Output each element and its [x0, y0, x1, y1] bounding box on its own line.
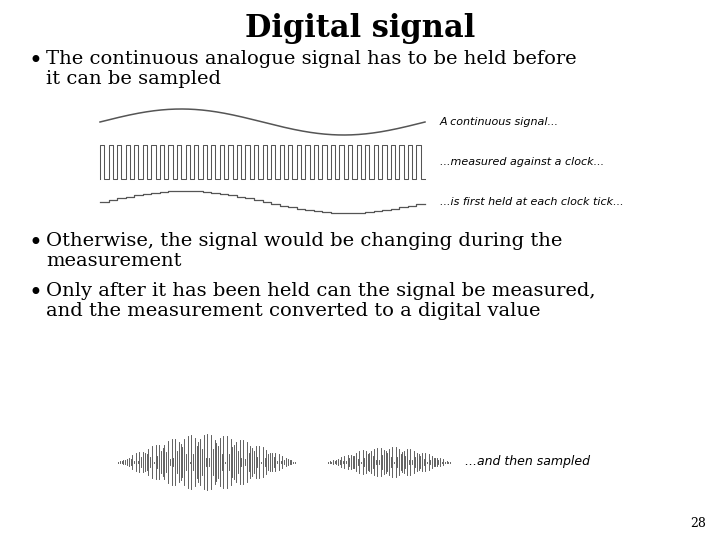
Text: •: •: [28, 232, 42, 255]
Text: Digital signal: Digital signal: [245, 13, 475, 44]
Text: Only after it has been held can the signal be measured,: Only after it has been held can the sign…: [46, 282, 595, 300]
Text: and the measurement converted to a digital value: and the measurement converted to a digit…: [46, 302, 541, 320]
Text: The continuous analogue signal has to be held before: The continuous analogue signal has to be…: [46, 50, 577, 68]
Text: ...and then sampled: ...and then sampled: [465, 456, 590, 469]
Text: Otherwise, the signal would be changing during the: Otherwise, the signal would be changing …: [46, 232, 562, 250]
Text: measurement: measurement: [46, 252, 181, 270]
Text: ...measured against a clock...: ...measured against a clock...: [440, 157, 604, 167]
Text: ...is first held at each clock tick...: ...is first held at each clock tick...: [440, 197, 624, 207]
Text: 28: 28: [690, 517, 706, 530]
Text: •: •: [28, 50, 42, 73]
Text: it can be sampled: it can be sampled: [46, 70, 221, 88]
Text: •: •: [28, 282, 42, 305]
Text: A continuous signal...: A continuous signal...: [440, 117, 559, 127]
